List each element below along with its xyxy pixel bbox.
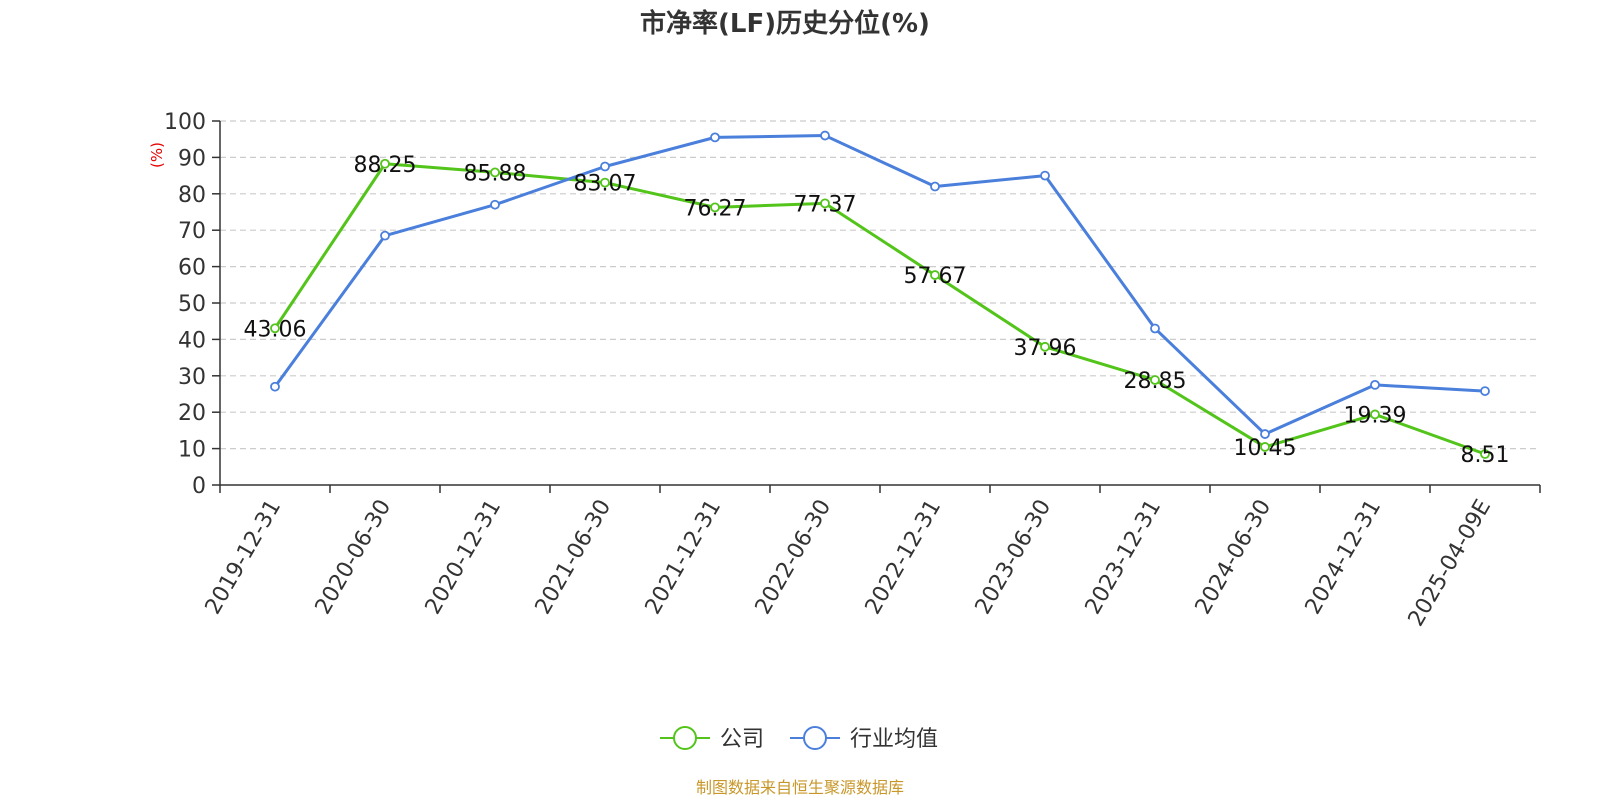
data-labels: 43.06 88.25 85.88 83.07 76.27 77.37 57.67 37.96… — [244, 153, 1510, 468]
legend-label: 公司 — [720, 727, 764, 752]
series-lines — [273, 134, 1486, 456]
data-label: 83.07 — [574, 172, 637, 197]
legend[interactable]: 公司 行业均值 — [660, 726, 938, 752]
chart-title: 市净率(LF)历史分位(%) — [640, 8, 930, 39]
x-ticks: 2019-12-31 2020-06-30 2020-12-31 2021-06-30… — [201, 485, 1541, 631]
x-tick-label: 2022-12-31 — [861, 496, 947, 619]
y-tick-label: 90 — [178, 146, 206, 171]
data-point[interactable] — [1260, 442, 1270, 452]
legend-swatch-marker — [673, 726, 697, 750]
y-tick-label: 100 — [164, 110, 206, 135]
x-tick-label: 2020-06-30 — [311, 496, 397, 619]
data-label: 43.06 — [244, 317, 307, 342]
data-point[interactable] — [710, 132, 720, 143]
data-label: 37.96 — [1014, 336, 1077, 361]
data-point[interactable] — [1150, 323, 1160, 334]
y-tick-label: 10 — [178, 438, 206, 463]
data-point[interactable] — [710, 202, 720, 213]
data-label: 10.45 — [1234, 436, 1297, 461]
data-point[interactable] — [600, 177, 610, 188]
x-tick-label: 2020-12-31 — [421, 496, 507, 619]
x-tick-label: 2023-12-31 — [1081, 496, 1167, 619]
data-point[interactable] — [1150, 375, 1160, 385]
series-points — [270, 130, 1490, 459]
x-tick-label: 2022-06-30 — [751, 496, 837, 619]
y-tick-label: 20 — [178, 401, 206, 426]
data-point[interactable] — [1370, 409, 1380, 420]
data-point[interactable] — [1040, 341, 1050, 352]
data-point[interactable] — [1040, 170, 1050, 181]
y-tick-label: 70 — [178, 219, 206, 244]
data-point[interactable] — [270, 381, 280, 392]
y-tick-label: 30 — [178, 365, 206, 390]
data-point[interactable] — [820, 198, 830, 209]
data-label: 88.25 — [354, 153, 417, 178]
y-tick-label: 0 — [192, 474, 206, 499]
legend-item[interactable]: 行业均值 — [790, 726, 938, 752]
series-line — [273, 134, 1486, 436]
grid — [220, 120, 1540, 450]
data-label: 57.67 — [904, 264, 967, 289]
data-point[interactable] — [1260, 429, 1270, 439]
data-label: 77.37 — [794, 192, 857, 217]
legend-item[interactable]: 公司 — [660, 726, 764, 752]
x-tick-label: 2021-06-30 — [531, 496, 617, 619]
y-ticks: 0 10 20 30 40 50 60 70 80 90 100 — [164, 110, 220, 499]
data-point[interactable] — [380, 230, 390, 241]
x-tick-label: 2024-06-30 — [1191, 496, 1277, 619]
legend-swatch-marker — [803, 726, 827, 750]
x-tick-label: 2019-12-31 — [201, 496, 287, 619]
y-tick-label: 60 — [178, 256, 206, 281]
source-note: 制图数据来自恒生聚源数据库 — [696, 778, 904, 797]
y-tick-label: 40 — [178, 328, 206, 353]
data-label: 76.27 — [684, 196, 747, 221]
data-point[interactable] — [930, 270, 940, 280]
x-tick-label: 2024-12-31 — [1301, 496, 1387, 619]
legend-label: 行业均值 — [850, 727, 938, 752]
data-label: 19.39 — [1344, 403, 1407, 428]
data-point[interactable] — [490, 199, 500, 210]
x-tick-label: 2025-04-09E — [1404, 496, 1497, 631]
data-point[interactable] — [820, 130, 830, 141]
data-point[interactable] — [270, 323, 280, 334]
series-line — [273, 162, 1486, 456]
data-point[interactable] — [1480, 386, 1490, 396]
y-tick-label: 50 — [178, 292, 206, 317]
x-tick-label: 2021-12-31 — [641, 496, 727, 619]
data-label: 85.88 — [464, 161, 527, 186]
data-label: 8.51 — [1461, 443, 1510, 468]
data-label: 28.85 — [1124, 369, 1187, 394]
x-tick-label: 2023-06-30 — [971, 496, 1057, 619]
data-point[interactable] — [1370, 379, 1380, 390]
data-point[interactable] — [490, 167, 500, 178]
data-point[interactable] — [600, 161, 610, 172]
data-point[interactable] — [930, 181, 940, 192]
y-tick-label: 80 — [178, 183, 206, 208]
data-point[interactable] — [380, 158, 390, 169]
y-axis-label: (%) — [148, 142, 166, 168]
data-point[interactable] — [1480, 449, 1490, 459]
